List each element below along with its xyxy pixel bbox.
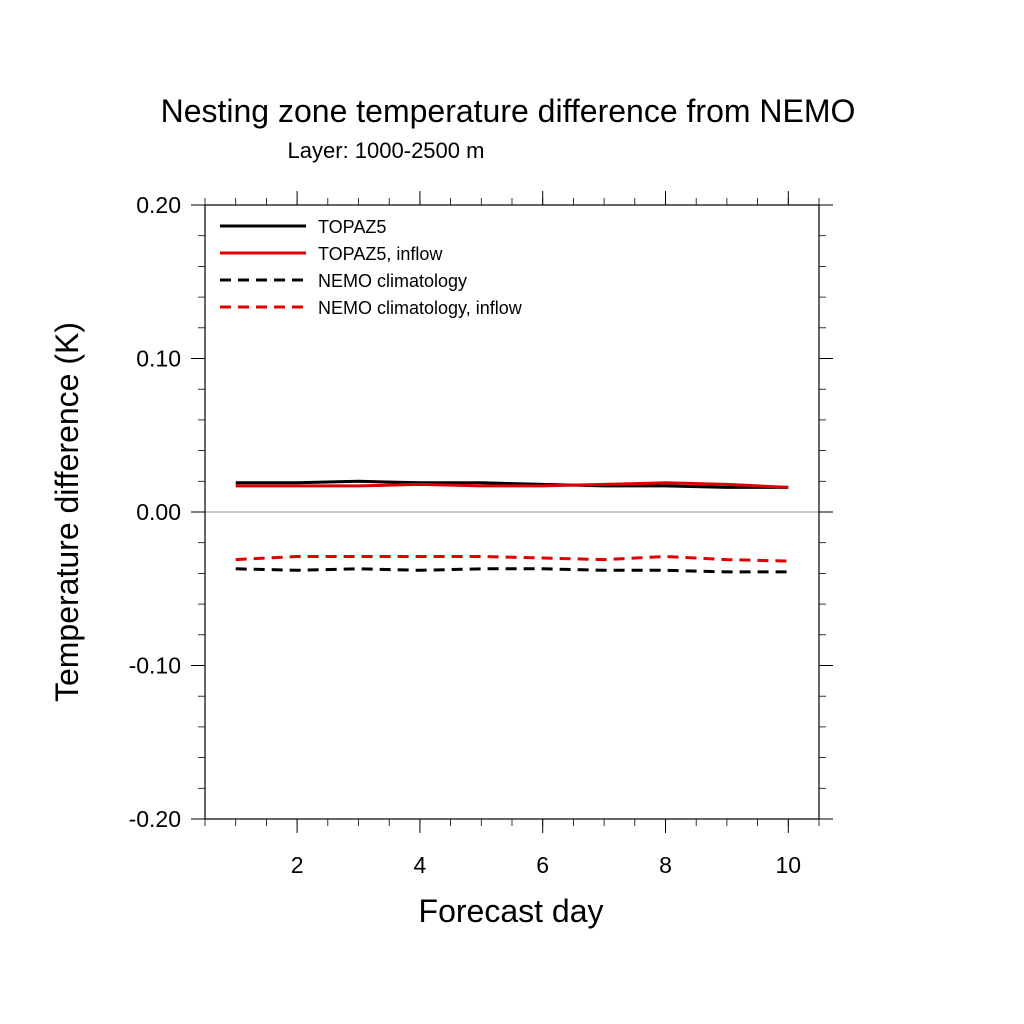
x-tick-label: 10	[776, 852, 802, 878]
y-tick-label: 0.00	[136, 499, 181, 525]
series-line-1	[235, 479, 789, 489]
legend-label-1: TOPAZ5	[318, 217, 386, 237]
x-axis-label: Forecast day	[419, 893, 604, 929]
series-line-3	[235, 567, 789, 574]
y-axis-label: Temperature difference (K)	[49, 322, 85, 702]
x-tick-label: 2	[291, 852, 304, 878]
series-line-4	[235, 555, 789, 563]
x-tick-label: 4	[414, 852, 427, 878]
chart-title: Nesting zone temperature difference from…	[161, 93, 856, 129]
series-lines	[235, 479, 789, 574]
legend-label-3: NEMO climatology	[318, 271, 467, 291]
x-tick-label: 6	[536, 852, 549, 878]
legend-label-2: TOPAZ5, inflow	[318, 244, 443, 264]
legend-label-4: NEMO climatology, inflow	[318, 298, 523, 318]
y-tick-label: 0.20	[136, 192, 181, 218]
legend: TOPAZ5 TOPAZ5, inflow NEMO climatology NEMO…	[220, 217, 523, 318]
axes: -0.20 -0.10 0.00 0.10 0.20 2 4 6 8 10	[129, 191, 833, 878]
series-line-2	[235, 481, 789, 489]
y-tick-label: -0.20	[129, 806, 181, 832]
y-tick-label: 0.10	[136, 346, 181, 372]
chart-subtitle: Layer: 1000-2500 m	[288, 138, 485, 163]
x-tick-label: 8	[659, 852, 672, 878]
y-tick-label: -0.10	[129, 653, 181, 679]
